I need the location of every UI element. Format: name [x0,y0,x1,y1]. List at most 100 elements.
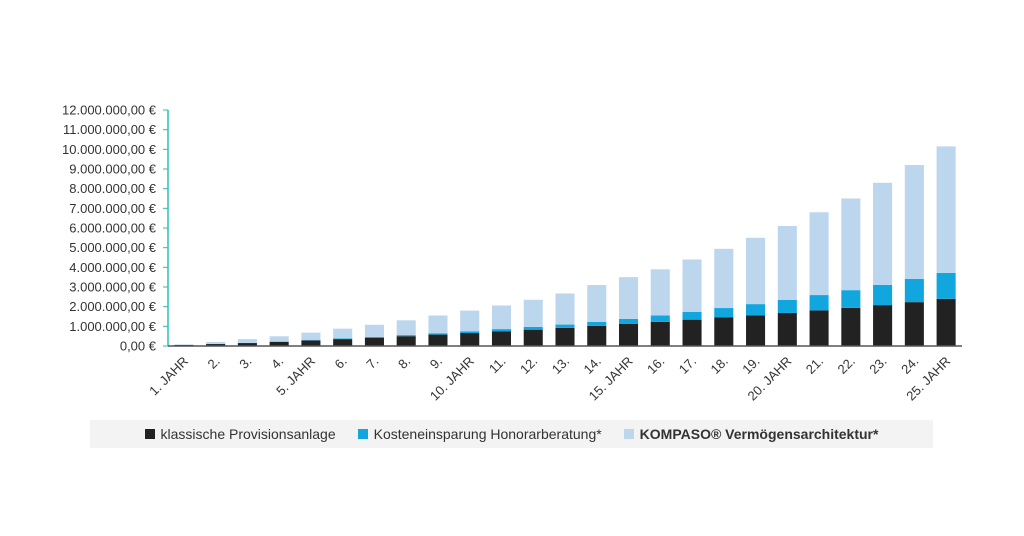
x-tick-label: 2. [204,354,222,372]
bar-provisionsanlage [364,337,384,346]
x-tick-label: 3. [236,354,254,372]
bar-provisionsanlage [396,336,416,346]
bar-kosteneinsparung [364,336,384,338]
bar-provisionsanlage [587,325,607,346]
bar-kompaso [174,344,194,345]
bar-kosteneinsparung [841,290,861,308]
legend-swatch-provisionsanlage [144,429,155,439]
bar-kosteneinsparung [618,318,639,324]
bar-kompaso [777,226,797,300]
bar-provisionsanlage [491,331,512,346]
bar-kompaso [555,293,575,325]
bar-kompaso [428,315,448,334]
bar-kosteneinsparung [777,299,797,313]
bar-provisionsanlage [523,329,543,346]
bar-kompaso [396,320,416,336]
bar-provisionsanlage [682,319,702,346]
x-tick-label: 7. [363,354,381,372]
bar-kompaso [237,339,257,343]
y-tick-label: 12.000.000,00 € [62,103,157,118]
bar-kompaso [301,332,321,341]
y-tick-label: 1.000.000,00 € [69,319,157,334]
bar-provisionsanlage [333,339,353,346]
bar-kompaso [873,182,893,285]
bar-provisionsanlage [746,315,766,346]
bar-provisionsanlage [809,310,829,346]
bar-provisionsanlage [841,307,861,346]
bar-kompaso [523,299,543,327]
bar-provisionsanlage [460,333,480,346]
bar-provisionsanlage [650,321,670,346]
x-tick-label: 23. [866,354,889,377]
bar-kompaso [746,237,766,305]
bar-provisionsanlage [873,305,893,346]
bar-kompaso [841,198,861,291]
bar-provisionsanlage [936,298,956,346]
y-tick-label: 9.000.000,00 € [69,162,157,177]
legend-item-kompaso: KOMPASO® Vermögensarchitektur* [623,426,879,442]
bar-kosteneinsparung [587,321,607,326]
bar-kosteneinsparung [873,284,893,306]
bar-kompaso [809,212,829,296]
bar-kompaso [904,165,924,279]
bar-kosteneinsparung [809,295,829,311]
x-tick-label: 9. [427,354,445,372]
bar-kosteneinsparung [746,304,766,316]
bar-provisionsanlage [777,312,797,346]
legend-item-kosteneinsparung: Kosteneinsparung Honorarberatung* [357,426,602,442]
bar-provisionsanlage [618,323,639,346]
x-tick-label: 14. [580,354,603,377]
bar-kompaso [650,269,670,316]
bar-kosteneinsparung [936,272,956,299]
x-tick-label: 8. [395,354,413,372]
x-tick-label: 12. [517,354,540,377]
bar-kompaso [682,259,702,312]
bar-provisionsanlage [904,302,924,346]
bar-kompaso [587,285,607,322]
bar-kosteneinsparung [460,331,480,334]
x-tick-label: 24. [898,354,921,377]
y-tick-label: 2.000.000,00 € [69,299,157,314]
bar-kosteneinsparung [428,333,448,335]
bar-kompaso [333,328,353,339]
bar-kosteneinsparung [491,329,512,332]
bar-kompaso [491,305,512,330]
bar-kompaso [364,324,384,337]
x-tick-label: 21. [803,354,826,377]
bar-provisionsanlage [237,343,257,346]
bar-kosteneinsparung [904,278,924,303]
legend: klassische Provisionsanlage Kosteneinspa… [90,420,933,448]
bar-kompaso [714,248,734,309]
x-tick-label: 6. [332,354,350,372]
bar-kompaso [460,310,480,332]
bar-kosteneinsparung [650,315,670,322]
bar-provisionsanlage [206,344,226,346]
bar-provisionsanlage [555,327,575,346]
bar-provisionsanlage [714,317,734,346]
bar-kompaso [269,336,289,342]
x-tick-label: 13. [549,354,572,377]
y-tick-label: 8.000.000,00 € [69,181,157,196]
bar-kompaso [936,146,956,273]
bar-kosteneinsparung [682,311,702,320]
x-tick-label: 16. [644,354,667,377]
x-tick-label: 17. [676,354,699,377]
legend-swatch-kompaso [623,429,634,439]
y-axis: 0,00 € 1.000.000,00 € 2.000.000,00 € 3.000.… [62,103,168,354]
bar-provisionsanlage [428,334,448,346]
bar-kosteneinsparung [396,335,416,337]
x-tick-label: 1. JAHR [146,354,191,399]
x-axis: 1. JAHR 2. 3. 4.5. JAHR 6. 7. 8. 9.10. JAHR 11. 1… [146,354,953,404]
y-tick-label: 7.000.000,00 € [69,201,157,216]
legend-label-kompaso: KOMPASO® Vermögensarchitektur* [639,426,879,442]
y-tick-label: 10.000.000,00 € [62,142,157,157]
y-tick-label: 0,00 € [120,339,157,354]
legend-swatch-kosteneinsparung [357,429,368,439]
y-tick-label: 6.000.000,00 € [69,221,157,236]
bar-provisionsanlage [301,340,321,346]
legend-item-provisionsanlage: klassische Provisionsanlage [144,426,336,442]
y-tick-label: 11.000.000,00 € [63,122,157,137]
bar-kosteneinsparung [333,338,353,340]
bar-provisionsanlage [269,341,289,346]
